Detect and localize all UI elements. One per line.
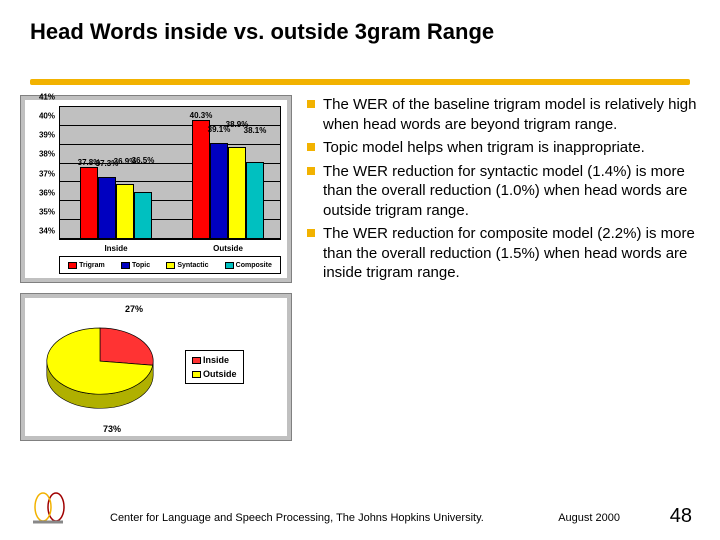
title-underline xyxy=(30,79,690,85)
pie-slice xyxy=(100,328,153,365)
bar-ytick: 36% xyxy=(39,188,55,197)
pie-value-outside: 73% xyxy=(103,424,121,434)
bar-value-label: 40.3% xyxy=(190,111,213,120)
bar-yaxis: 34%35%36%37%38%39%40%41% xyxy=(27,106,57,240)
bar-legend-item: Trigram xyxy=(68,262,105,269)
bar: 39.1% xyxy=(210,143,228,239)
pie-chart: Inside Outside 27% 73% xyxy=(20,293,292,441)
bar-ytick: 40% xyxy=(39,112,55,121)
bar: 36.5% xyxy=(134,192,152,239)
bar-ytick: 41% xyxy=(39,93,55,102)
bar: 36.9% xyxy=(116,184,134,239)
bar: 38.9% xyxy=(228,147,246,239)
bullets-column: The WER of the baseline trigram model is… xyxy=(300,95,700,485)
bar-ytick: 38% xyxy=(39,150,55,159)
bullet-list: The WER of the baseline trigram model is… xyxy=(305,95,700,283)
bar-value-label: 36.5% xyxy=(132,156,155,165)
pie-svg xyxy=(25,302,175,432)
bar-plot-area: 37.8%37.3%36.9%36.5%Inside40.3%39.1%38.9… xyxy=(59,106,281,240)
pie-value-inside: 27% xyxy=(125,304,143,314)
bar-ytick: 35% xyxy=(39,207,55,216)
bar-xlabel: Inside xyxy=(104,244,127,253)
footer-page-number: 48 xyxy=(670,505,692,528)
bar-legend-item: Syntactic xyxy=(166,262,208,269)
bar-ytick: 39% xyxy=(39,131,55,140)
bar-xlabel: Outside xyxy=(213,244,243,253)
bar-legend-item: Composite xyxy=(225,262,272,269)
bar-legend: Trigram Topic Syntactic Composite xyxy=(59,256,281,274)
footer: Center for Language and Speech Processin… xyxy=(0,490,720,530)
bar: 37.3% xyxy=(98,177,116,239)
charts-column: 34% 35% 36% 37% 38% 39% 40% 41% 37.8%37.3%36.9%… xyxy=(20,95,300,485)
bar-value-label: 38.1% xyxy=(244,126,267,135)
slide-title: Head Words inside vs. outside 3gram Rang… xyxy=(30,18,690,46)
bullet-item: The WER reduction for composite model (2… xyxy=(305,224,700,283)
bar-ytick: 37% xyxy=(39,169,55,178)
body: 34% 35% 36% 37% 38% 39% 40% 41% 37.8%37.3%36.9%… xyxy=(20,95,700,485)
pie-legend-item: Inside xyxy=(192,355,237,365)
footer-logo xyxy=(28,482,68,526)
footer-center-text: Center for Language and Speech Processin… xyxy=(110,512,484,524)
bullet-item: The WER reduction for syntactic model (1… xyxy=(305,162,700,221)
pie-legend-item: Outside xyxy=(192,369,237,379)
bar-legend-item: Topic xyxy=(121,262,150,269)
bar: 37.8% xyxy=(80,167,98,239)
bullet-item: The WER of the baseline trigram model is… xyxy=(305,95,700,134)
footer-date: August 2000 xyxy=(558,512,620,524)
bar: 38.1% xyxy=(246,162,264,239)
pie-legend: Inside Outside xyxy=(185,350,244,384)
bar-ytick: 34% xyxy=(39,227,55,236)
bullet-item: Topic model helps when trigram is inappr… xyxy=(305,138,700,158)
bar: 40.3% xyxy=(192,120,210,239)
bar-chart: 34% 35% 36% 37% 38% 39% 40% 41% 37.8%37.3%36.9%… xyxy=(20,95,292,283)
